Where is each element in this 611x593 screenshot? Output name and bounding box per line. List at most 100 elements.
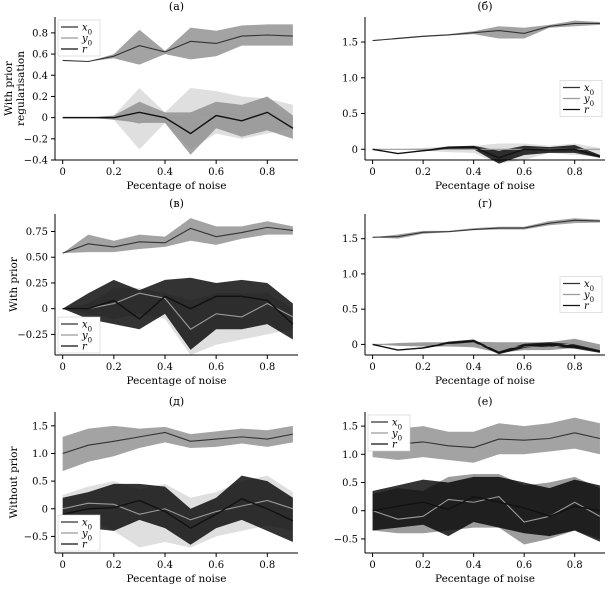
- legend-label-y0: y0: [583, 290, 594, 304]
- x-tick-label: 0.4: [157, 167, 173, 178]
- y-tick-label: 1.0: [32, 449, 48, 460]
- x-tick-label: 0.8: [567, 362, 583, 373]
- line-r: [372, 495, 601, 518]
- y-tick-label: 1.0: [342, 269, 358, 280]
- line-x0: [62, 34, 293, 63]
- band-r: [62, 475, 293, 545]
- legend-label-r: r: [584, 301, 590, 312]
- x-tick-label: 0.8: [259, 362, 275, 373]
- line-r: [372, 146, 601, 159]
- x-tick-label: 0.6: [516, 560, 532, 571]
- chart-panel-5: (д) 0 0.2 0.4 0.6 0.8 −0.5 0 0.5 1.0 1.5 Pecentage …: [8, 395, 298, 585]
- x-tick-label: 0.2: [415, 560, 431, 571]
- y-tick-label: 0.2: [32, 92, 48, 103]
- x-tick-label: 0: [59, 362, 65, 373]
- x-tick-label: 0.2: [415, 362, 431, 373]
- line-x0: [372, 432, 601, 449]
- x-tick-label: 0.6: [208, 362, 224, 373]
- chart-panel-4: (г) 0 0.2 0.4 0.6 0.8 0 0.5 1.0 1.5 Pecentage of n…: [342, 197, 605, 387]
- legend-label-r: r: [82, 45, 88, 56]
- y-tick-label: 1.5: [32, 421, 48, 432]
- x-tick-label: 0.6: [516, 362, 532, 373]
- x-tick-label: 0.4: [466, 362, 482, 373]
- x-tick-label: 0: [59, 560, 65, 571]
- x-tick-label: 0: [59, 167, 65, 178]
- x-tick-label: 0.8: [259, 167, 275, 178]
- line-r: [62, 111, 294, 135]
- y-tick-label: 0.50: [26, 253, 48, 264]
- panel-label: (a): [169, 0, 184, 13]
- y-tick-label: 0.5: [342, 478, 358, 489]
- x-tick-label: 0.4: [466, 167, 482, 178]
- y-tick-label: 0.75: [26, 227, 48, 238]
- y-tick-label: 1.5: [342, 422, 358, 433]
- y-axis-label: With prior: [8, 256, 20, 312]
- x-tick-label: 0.6: [516, 167, 532, 178]
- y-tick-label: 0.8: [32, 28, 48, 39]
- line-r: [62, 295, 294, 325]
- line-r: [62, 498, 294, 529]
- y-axis-label: Without prior: [8, 446, 20, 519]
- legend-label-x0: x0: [82, 320, 92, 334]
- line-y0: [62, 292, 294, 330]
- legend-label-x0: x0: [392, 418, 402, 432]
- x-tick-label: 0: [369, 167, 375, 178]
- chart-panel-3: (в) 0 0.2 0.4 0.6 0.8 −0.25 0 0.25 0.50 0.75 Pecent…: [8, 197, 298, 387]
- x-axis-label: Pecentage of noise: [435, 573, 535, 585]
- y-axis-label: regularisation: [15, 51, 27, 126]
- x-axis-label: Pecentage of noise: [435, 375, 535, 387]
- y-axis-label: With prior: [3, 60, 15, 116]
- x-tick-label: 0.6: [208, 560, 224, 571]
- legend-label-r: r: [584, 105, 590, 116]
- band-x0: [62, 425, 293, 472]
- line-r: [372, 340, 601, 354]
- y-tick-label: −0.25: [17, 330, 48, 341]
- y-tick-label: 1.5: [342, 234, 358, 245]
- chart-panel-2: (б) 0 0.2 0.4 0.6 0.8 0 0.5 1.0 1.5 Pecentage of n…: [342, 0, 605, 192]
- legend-label-x0: x0: [584, 83, 594, 97]
- x-axis-label: Pecentage of noise: [126, 375, 226, 387]
- y-tick-label: 0.4: [32, 71, 48, 82]
- y-tick-label: 0: [42, 304, 48, 315]
- y-tick-label: −0.5: [334, 534, 358, 545]
- y-tick-label: 0: [42, 113, 48, 124]
- x-axis-label: Pecentage of noise: [126, 573, 226, 585]
- x-tick-label: 0: [369, 560, 375, 571]
- panel-label: (г): [478, 197, 492, 210]
- legend-label-y0: y0: [81, 331, 92, 345]
- line-x0: [372, 219, 600, 238]
- legend-label-r: r: [82, 342, 88, 353]
- legend-box: [57, 514, 101, 552]
- panel-label: (д): [169, 395, 184, 408]
- y-tick-label: 0: [352, 340, 358, 351]
- line-x0: [62, 431, 293, 454]
- y-tick-label: 0.25: [26, 278, 48, 289]
- x-tick-label: 0: [369, 362, 375, 373]
- legend-label-r: r: [82, 540, 88, 551]
- x-tick-label: 0.2: [106, 362, 122, 373]
- line-x0: [62, 226, 293, 254]
- legend-label-x0: x0: [82, 23, 92, 37]
- y-tick-label: 1.5: [342, 38, 358, 49]
- y-tick-label: −0.2: [24, 134, 48, 145]
- legend-label-x0: x0: [82, 518, 92, 532]
- legend-label-x0: x0: [584, 279, 594, 293]
- y-tick-label: 0.6: [32, 50, 48, 61]
- x-axis-label: Pecentage of noise: [435, 180, 535, 192]
- y-tick-label: 1.0: [342, 450, 358, 461]
- x-tick-label: 0.4: [157, 362, 173, 373]
- y-tick-label: 0.5: [342, 305, 358, 316]
- panel-label: (в): [169, 197, 184, 210]
- x-tick-label: 0.4: [157, 560, 173, 571]
- x-tick-label: 0.6: [208, 167, 224, 178]
- x-tick-label: 0.2: [106, 167, 122, 178]
- x-tick-label: 0.2: [106, 560, 122, 571]
- y-tick-label: 0.5: [32, 477, 48, 488]
- line-x0: [372, 22, 600, 42]
